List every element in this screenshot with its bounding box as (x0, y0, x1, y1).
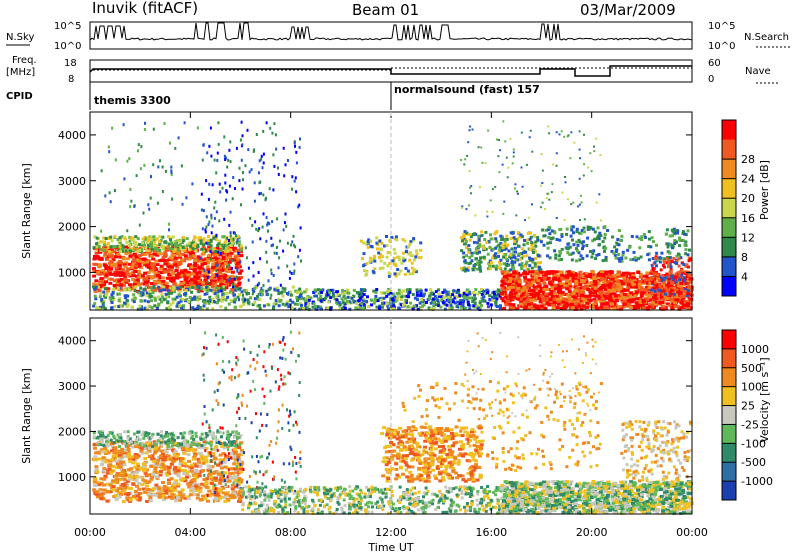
colorbar-tick-label: 1000 (741, 343, 769, 356)
x-axis-label: Time UT (367, 541, 413, 554)
colorbar-swatch (722, 120, 736, 140)
colorbar-swatch (722, 140, 736, 160)
beam-title: Beam 01 (352, 1, 419, 19)
nave-tick-top: 60 (708, 58, 721, 69)
nsearch-tick-top: 10^5 (708, 21, 735, 32)
y-tick-label: 3000 (58, 380, 86, 393)
nsky-tick-bottom: 10^0 (54, 41, 81, 52)
y-tick-label: 4000 (58, 129, 86, 142)
colorbar-tick-label: -1000 (741, 475, 773, 488)
power-heatmap (92, 120, 694, 311)
colorbar-tick-label: 28 (741, 153, 755, 166)
freq-unit: [MHz] (6, 67, 35, 78)
colorbar-swatch (722, 387, 736, 406)
nsearch-tick-bottom: 10^0 (708, 41, 735, 52)
x-tick-label: 00:00 (676, 526, 708, 539)
colorbar-swatch (722, 424, 736, 443)
freq-label: Freq. (12, 55, 37, 66)
x-tick-label: 04:00 (174, 526, 206, 539)
cpid-label: CPID (6, 91, 33, 102)
power-ylabel: Slant Range [km] (20, 163, 33, 259)
velocity-ylabel: Slant Range [km] (20, 368, 33, 464)
x-tick-label: 16:00 (475, 526, 507, 539)
y-tick-label: 1000 (58, 471, 86, 484)
colorbar-tick-label: 12 (741, 231, 755, 244)
date-title: 03/Mar/2009 (580, 1, 676, 19)
freq-tick-top: 18 (64, 58, 77, 69)
colorbar-swatch (722, 481, 736, 500)
nsky-panel (90, 22, 692, 49)
x-tick-label: 00:00 (74, 526, 106, 539)
velocity-colorbar-label: Velocity [m s⁻¹] (758, 357, 771, 442)
freq-tick-bottom: 8 (68, 74, 74, 85)
cpid-1: themis 3300 (94, 94, 171, 107)
power-colorbar: 4 8 12 16 20 24 28 (722, 120, 755, 297)
x-tick-labels: 00:00 04:00 08:00 12:00 16:00 20:00 00:00 (74, 526, 708, 539)
nave-label: Nave (745, 66, 771, 77)
colorbar-tick-label: -25 (741, 418, 759, 431)
y-tick-label: 4000 (58, 335, 86, 348)
x-tick-label: 20:00 (576, 526, 608, 539)
y-tick-label: 1000 (58, 266, 86, 279)
colorbar-swatch (722, 443, 736, 462)
cpid-2: normalsound (fast) 157 (394, 83, 540, 96)
colorbar-swatch (722, 257, 736, 277)
colorbar-tick-label: 8 (741, 251, 748, 264)
y-tick-label: 2000 (58, 425, 86, 438)
colorbar-swatch (722, 159, 736, 179)
x-tick-label: 08:00 (275, 526, 307, 539)
colorbar-swatch (722, 276, 736, 296)
colorbar-swatch (722, 198, 736, 218)
nsky-label: N.Sky (6, 32, 34, 43)
nsky-tick-top: 10^5 (54, 21, 81, 32)
colorbar-swatch (722, 237, 736, 257)
y-tick-label: 2000 (58, 221, 86, 234)
colorbar-swatch (722, 368, 736, 387)
x-tick-label: 12:00 (375, 526, 407, 539)
colorbar-tick-label: 16 (741, 212, 755, 225)
colorbar-tick-label: 25 (741, 400, 755, 413)
station-title: Inuvik (fitACF) (92, 0, 198, 17)
freq-trace (90, 66, 692, 76)
colorbar-tick-label: -500 (741, 456, 766, 469)
nsearch-label: N.Search (744, 32, 789, 43)
colorbar-tick-label: 24 (741, 173, 755, 186)
colorbar-swatch (722, 406, 736, 425)
y-tick-label: 3000 (58, 175, 86, 188)
colorbar-swatch (722, 349, 736, 368)
colorbar-swatch (722, 330, 736, 349)
colorbar-swatch (722, 218, 736, 238)
nsky-trace (90, 23, 692, 44)
colorbar-swatch (722, 179, 736, 199)
nave-tick-bottom: 0 (708, 74, 714, 85)
velocity-heatmap (92, 331, 694, 515)
power-colorbar-label: Power [dB] (758, 160, 771, 220)
colorbar-tick-label: 4 (741, 270, 748, 283)
colorbar-swatch (722, 462, 736, 481)
colorbar-tick-label: 20 (741, 192, 755, 205)
